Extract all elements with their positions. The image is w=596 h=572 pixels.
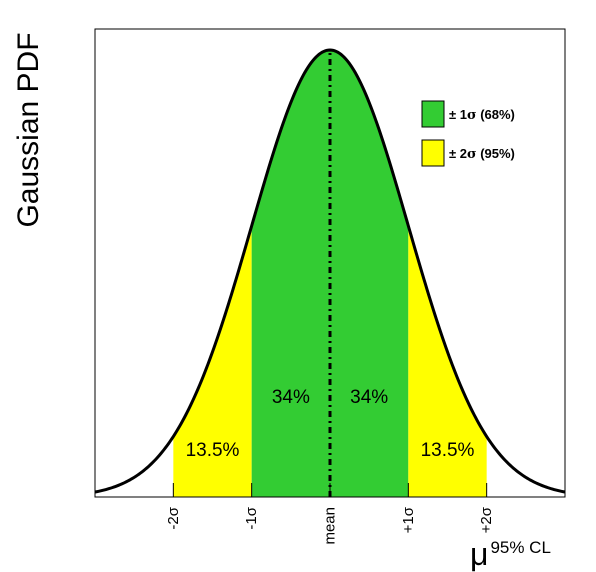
band-label-2: 34%: [350, 387, 388, 408]
x-tick-label-4: +2σ: [478, 506, 495, 533]
x-axis-label: μ 95% CL: [470, 536, 551, 572]
x-tick-label-3: +1σ: [400, 506, 417, 533]
legend-swatch-1: [421, 139, 445, 167]
y-axis-label: Gaussian PDF: [12, 32, 45, 227]
x-tick-label-0: -2σ: [165, 506, 182, 529]
legend-label-1: ± 2σ (95%): [449, 146, 515, 162]
x-tick-label-2: mean: [322, 507, 339, 545]
band-label-3: 13.5%: [421, 440, 475, 461]
x-axis-label-superscript: 95% CL: [490, 538, 550, 557]
x-ticks-group: -2σ -1σ mean +1σ +2σ: [165, 483, 495, 545]
legend-swatch-0: [421, 100, 445, 128]
x-axis-label-main: μ: [470, 536, 488, 572]
band-2: [330, 50, 409, 497]
x-tick-label-1: -1σ: [243, 506, 260, 529]
legend: ± 1σ (68%) ± 2σ (95%): [421, 100, 515, 167]
band-label-1: 34%: [272, 387, 310, 408]
band-label-0: 13.5%: [186, 440, 240, 461]
legend-label-0: ± 1σ (68%): [449, 107, 515, 123]
band-labels-group: 13.5% 34% 34% 13.5%: [186, 387, 475, 461]
band-1: [251, 50, 330, 497]
gaussian-curve: [94, 48, 566, 494]
